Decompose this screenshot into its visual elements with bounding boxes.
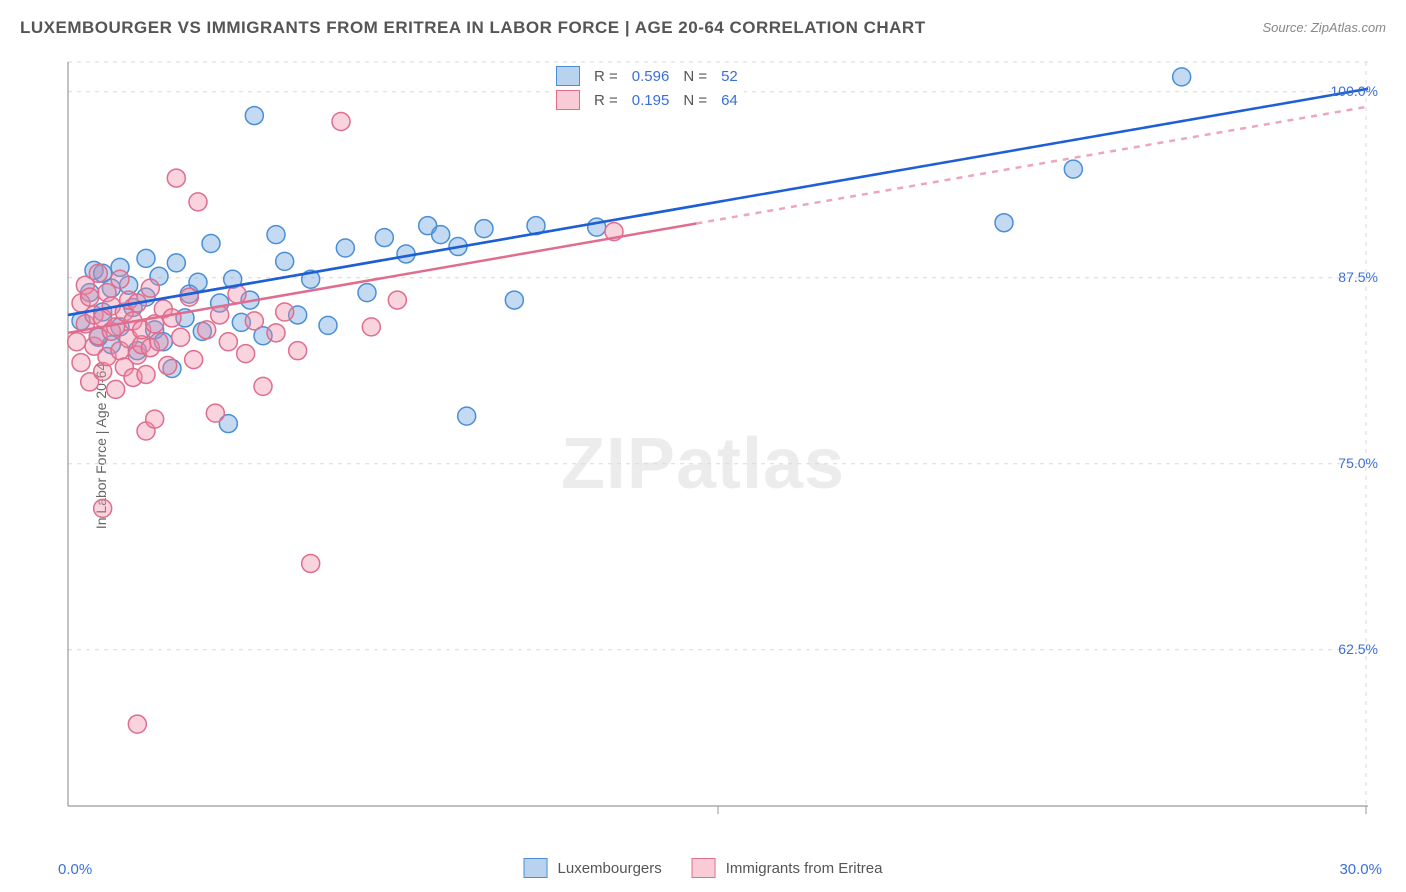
correlation-legend: R = 0.596 N = 52 R = 0.195 N = 64 [550, 64, 744, 112]
r-label: R = [594, 92, 618, 109]
x-tick-min: 0.0% [58, 861, 92, 878]
chart-title: LUXEMBOURGER VS IMMIGRANTS FROM ERITREA … [20, 18, 926, 38]
n-label: N = [683, 68, 707, 85]
r-label: R = [594, 68, 618, 85]
legend-item-eritrea: Immigrants from Eritrea [692, 858, 883, 878]
y-tick-label: 87.5% [1338, 269, 1378, 285]
legend-item-luxembourgers: Luxembourgers [524, 858, 662, 878]
swatch-icon [556, 66, 580, 86]
y-tick-label: 75.0% [1338, 455, 1378, 471]
swatch-icon [692, 858, 716, 878]
legend-label: Luxembourgers [558, 860, 662, 877]
n-value: 52 [721, 68, 738, 85]
scatter-svg [58, 56, 1378, 836]
n-value: 64 [721, 92, 738, 109]
legend-label: Immigrants from Eritrea [726, 860, 883, 877]
y-tick-label: 100.0% [1331, 83, 1378, 99]
source-label: Source: ZipAtlas.com [1262, 20, 1386, 35]
series-legend: Luxembourgers Immigrants from Eritrea [524, 858, 883, 878]
r-value: 0.195 [632, 92, 670, 109]
y-tick-label: 62.5% [1338, 641, 1378, 657]
x-tick-max: 30.0% [1339, 861, 1382, 878]
plot-area [58, 56, 1378, 836]
legend-row-luxembourgers: R = 0.596 N = 52 [550, 64, 744, 88]
swatch-icon [524, 858, 548, 878]
chart-container: LUXEMBOURGER VS IMMIGRANTS FROM ERITREA … [0, 0, 1406, 892]
swatch-icon [556, 90, 580, 110]
legend-row-eritrea: R = 0.195 N = 64 [550, 88, 744, 112]
n-label: N = [683, 92, 707, 109]
r-value: 0.596 [632, 68, 670, 85]
